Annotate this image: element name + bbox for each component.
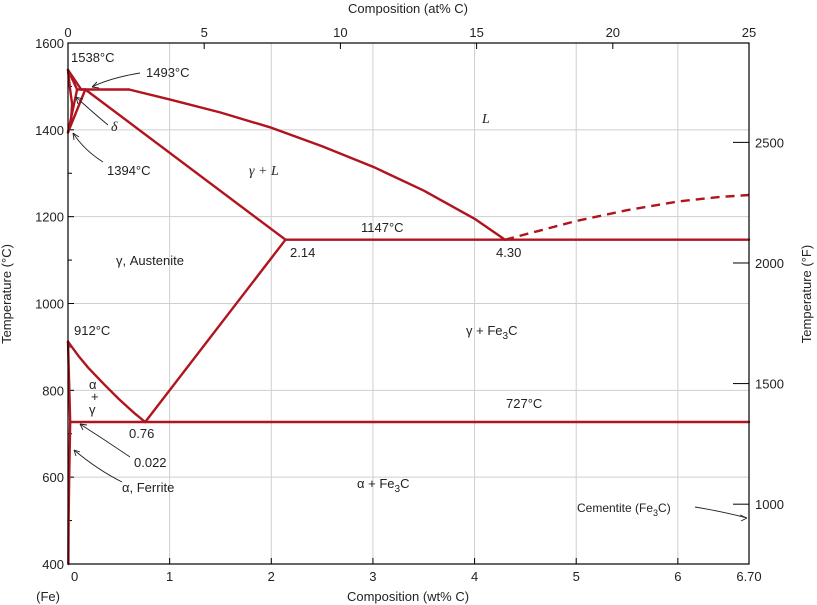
bottom-tick-label-1: 1 <box>166 569 173 584</box>
cementite-sub: 3 <box>653 508 658 518</box>
gamma-cementite-main: γ + Fe <box>466 323 503 338</box>
curve-delta_boundary <box>66 68 74 134</box>
label-1493: 1493°C <box>146 65 190 80</box>
label-alpha-gamma-plus: + <box>91 389 99 404</box>
top-tick-label-4: 20 <box>606 25 620 40</box>
label-gamma-liquid: γ + L <box>249 164 279 179</box>
label-delta: δ <box>111 120 118 135</box>
grid <box>68 43 749 564</box>
label-1147: 1147°C <box>361 220 404 235</box>
bottom-tick-label-4: 4 <box>471 569 478 584</box>
alpha-cementite-sub: 3 <box>395 484 401 495</box>
pointer-ferrite-head <box>73 449 81 457</box>
axis-ticks: 0 1 2 3 4 5 6 6.70 0 5 10 15 20 25 400 600 800 1000 1200 14… <box>35 25 784 584</box>
left-tick-label-3: 1000 <box>35 297 64 312</box>
top-tick-label-1: 5 <box>201 25 208 40</box>
pointer-cementite <box>694 506 748 519</box>
label-1538: 1538°C <box>71 50 115 65</box>
label-0-76: 0.76 <box>129 426 154 441</box>
left-tick-label-4: 1200 <box>35 210 64 225</box>
pointer-0022 <box>79 423 131 458</box>
bottom-tick-label-2: 2 <box>268 569 275 584</box>
pointer-1394-head <box>72 132 80 141</box>
left-tick-label-2: 800 <box>42 383 64 398</box>
left-tick-label-1: 600 <box>42 470 64 485</box>
label-1394: 1394°C <box>107 163 151 178</box>
right-tick-label-3: 2500 <box>755 135 784 150</box>
bottom-tick-label-5: 5 <box>573 569 580 584</box>
pointer-1394 <box>72 132 104 163</box>
label-alpha-gamma-bottom: γ <box>89 402 96 417</box>
label-ferrite: α, Ferrite <box>122 480 174 495</box>
bottom-axis-title: Composition (wt% C) <box>347 589 469 604</box>
right-tick-label-2: 2000 <box>755 256 784 271</box>
pointer-cementite-head <box>739 514 748 522</box>
top-axis-title: Composition (at% C) <box>348 1 468 16</box>
label-alpha-gamma-top: α <box>89 377 97 392</box>
curve-alpha_solvus_lower <box>67 420 72 566</box>
cementite-main: Cementite (Fe <box>577 501 653 515</box>
origin-label: (Fe) <box>36 589 60 604</box>
gamma-cementite-end: C <box>508 323 517 338</box>
top-tick-label-3: 15 <box>469 25 483 40</box>
label-gamma-cementite: γ + Fe3C <box>466 323 517 342</box>
label-0-022: 0.022 <box>134 455 167 470</box>
label-912: 912°C <box>74 323 110 338</box>
gamma-cementite-sub: 3 <box>503 331 509 342</box>
pointer-1493-head <box>91 81 100 89</box>
pointer-delta <box>75 96 109 126</box>
alpha-cementite-end: C <box>400 476 409 491</box>
label-cementite: Cementite (Fe3C) <box>577 501 671 518</box>
left-axis-title: Temperature (°C) <box>0 244 14 344</box>
right-axis-title: Temperature (°F) <box>799 245 814 343</box>
pointer-0022-head <box>79 423 88 431</box>
pointer-delta-head <box>75 96 84 105</box>
pointer-1493 <box>91 72 141 88</box>
top-tick-label-0: 0 <box>64 25 71 40</box>
bottom-tick-label-6: 6 <box>674 569 681 584</box>
bottom-tick-label-7: 6.70 <box>736 569 761 584</box>
curve-liquidus <box>127 88 507 241</box>
top-tick-label-2: 10 <box>333 25 347 40</box>
label-2-14: 2.14 <box>290 245 315 260</box>
label-liquid: L <box>481 112 490 127</box>
bottom-tick-label-0: 0 <box>71 569 78 584</box>
alpha-cementite-main: α + Fe <box>357 476 395 491</box>
curve-a3 <box>66 340 147 424</box>
label-austenite: γ, Austenite <box>116 253 184 268</box>
left-tick-label-6: 1600 <box>35 36 64 51</box>
label-4-30: 4.30 <box>496 245 521 260</box>
curve-liquidus_cementite <box>504 193 750 241</box>
curve-delta_solidus <box>66 68 83 91</box>
left-tick-label-0: 400 <box>42 557 64 572</box>
phase-boundaries <box>66 68 751 566</box>
bottom-tick-label-3: 3 <box>369 569 376 584</box>
label-727: 727°C <box>506 396 542 411</box>
pointer-arrows <box>72 72 748 522</box>
cementite-end: C) <box>658 501 671 515</box>
left-tick-label-5: 1400 <box>35 123 64 138</box>
plot-frame <box>67 42 750 565</box>
label-alpha-cementite: α + Fe3C <box>357 476 409 495</box>
curve-solidus_austenite <box>84 88 287 241</box>
curve-acm <box>144 238 287 424</box>
top-tick-label-5: 25 <box>742 25 756 40</box>
right-tick-label-0: 1000 <box>755 497 784 512</box>
right-tick-label-1: 1500 <box>755 377 784 392</box>
pointer-ferrite <box>73 449 123 483</box>
